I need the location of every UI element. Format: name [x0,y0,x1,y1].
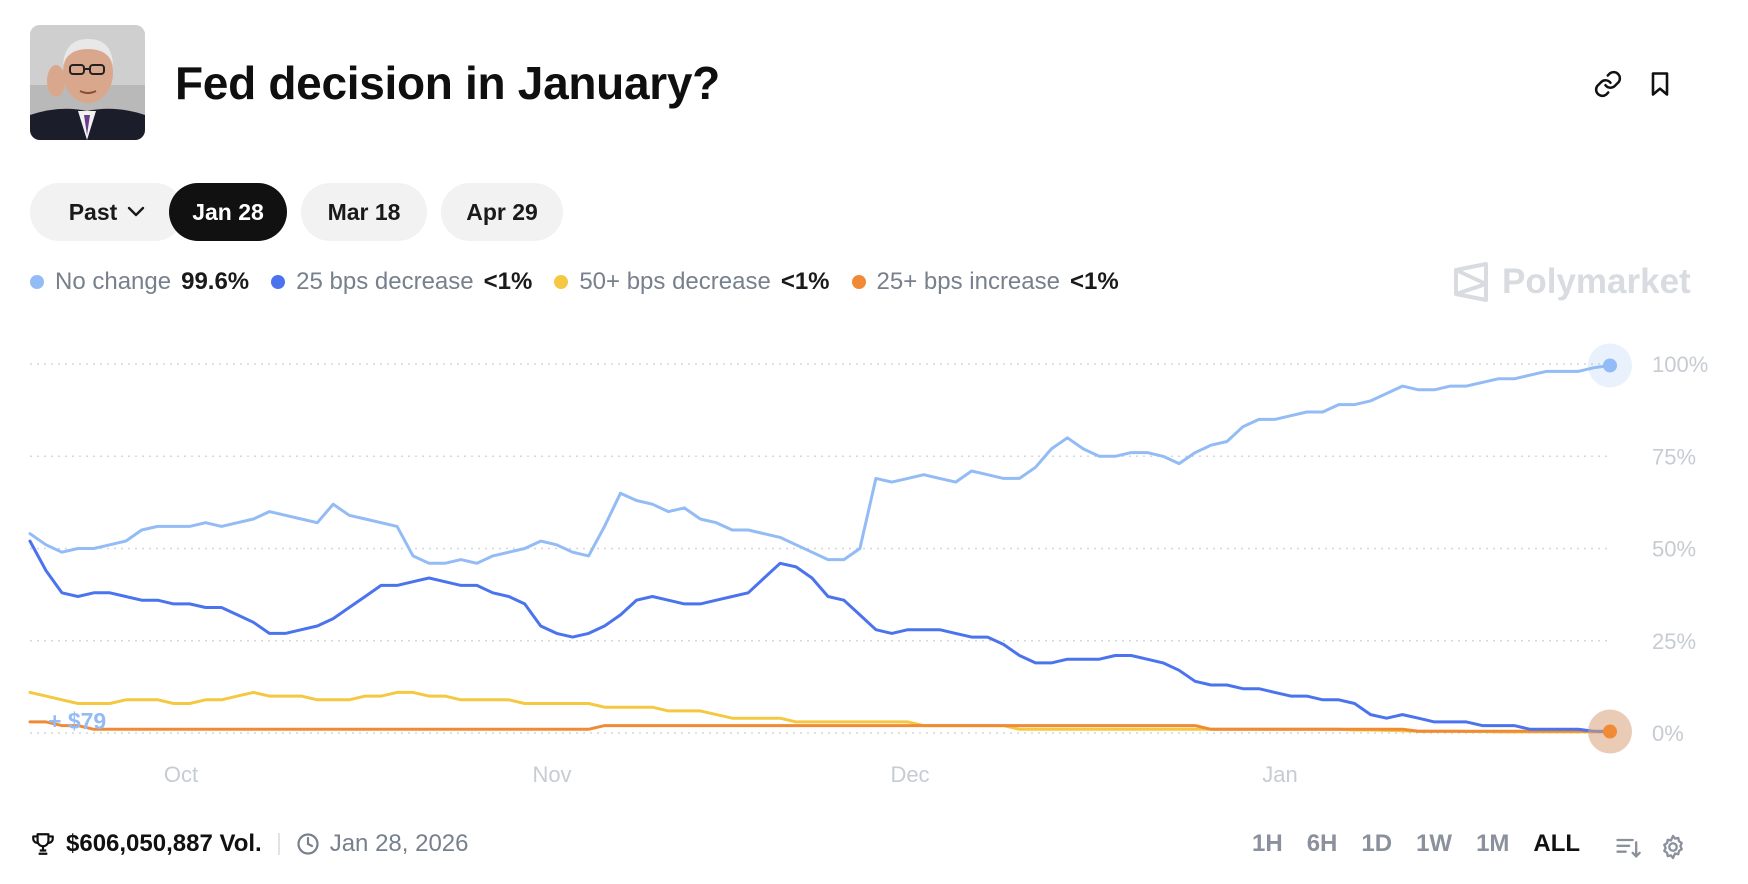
tab-jan-28[interactable]: Jan 28 [169,183,287,241]
y-tick-label: 100% [1652,352,1708,377]
series-line-25-bps-increase [28,720,1612,733]
range-1m[interactable]: 1M [1476,830,1510,857]
x-tick-label: Oct [164,762,198,787]
footer-divider [277,833,280,855]
link-icon[interactable] [1588,64,1628,104]
legend-name: 50+ bps decrease [579,268,771,295]
legend-item-25-bps-increase[interactable]: 25+ bps increase <1% [851,268,1119,296]
tab-label: Jan 28 [192,198,264,225]
end-marker-no-change [1603,358,1617,373]
bookmark-icon[interactable] [1640,64,1680,104]
brand-name: Polymarket [1502,262,1691,301]
legend-name: No change [55,268,172,295]
clock-icon [297,833,319,855]
end-marker-25-bps-increase [1603,724,1617,739]
series-line-no-change [28,364,1612,565]
y-tick-label: 50% [1652,537,1696,562]
legend-dot [30,275,44,289]
legend-dot [271,275,286,289]
legend-item-no-change[interactable]: No change 99.6% [30,268,249,296]
legend-name: 25+ bps increase [876,268,1060,295]
y-tick-label: 0% [1652,721,1684,746]
x-tick-label: Nov [532,762,571,787]
trophy-icon [32,833,54,855]
legend-value: 99.6% [181,268,250,295]
market-footer: $606,050,887 Vol. Jan 28, 2026 [30,830,469,858]
legend-dot [554,275,569,289]
tab-label: Mar 18 [327,198,401,225]
range-1w[interactable]: 1W [1416,830,1453,857]
profit-annotation: + $79 [48,708,106,734]
market-title: Fed decision in January? [175,57,720,109]
chart-legend: No change 99.6% 25 bps decrease <1% 50+ … [30,268,1141,296]
price-chart[interactable]: 100% 75% 50% 25% 0% Oct Nov Dec Jan + $79 [0,330,1748,790]
time-range-selector: 1H 6H 1D 1W 1M ALL [1252,830,1604,858]
polymarket-watermark: Polymarket [1452,262,1691,302]
sort-icon[interactable] [1613,832,1643,862]
range-1d[interactable]: 1D [1361,830,1393,857]
x-tick-label: Dec [890,762,929,787]
tab-label: Apr 29 [466,198,538,225]
series-line-25-bps-decrease [28,539,1612,733]
range-1h[interactable]: 1H [1252,830,1283,857]
legend-item-50-bps-decrease[interactable]: 50+ bps decrease <1% [554,268,830,296]
polymarket-logo-icon [1454,262,1488,302]
market-image [30,25,145,140]
volume-value: $606,050,887 Vol. [66,830,262,857]
tab-label: Past [68,198,118,225]
legend-name: 25 bps decrease [296,268,474,295]
range-6h[interactable]: 6H [1306,830,1338,857]
tab-mar-18[interactable]: Mar 18 [301,183,427,241]
y-tick-label: 25% [1652,629,1696,654]
tab-past[interactable]: Past [30,183,184,241]
legend-item-25-bps-decrease[interactable]: 25 bps decrease <1% [271,268,532,296]
legend-value: <1% [483,268,533,295]
legend-value: <1% [780,268,830,295]
gear-icon[interactable] [1658,832,1688,862]
chevron-down-icon [128,206,145,217]
x-tick-label: Jan [1262,762,1297,787]
y-tick-label: 75% [1652,444,1696,469]
legend-value: <1% [1069,268,1119,295]
legend-dot [851,275,866,289]
end-date: Jan 28, 2026 [329,830,469,857]
range-all[interactable]: ALL [1533,830,1581,857]
tab-apr-29[interactable]: Apr 29 [441,183,563,241]
